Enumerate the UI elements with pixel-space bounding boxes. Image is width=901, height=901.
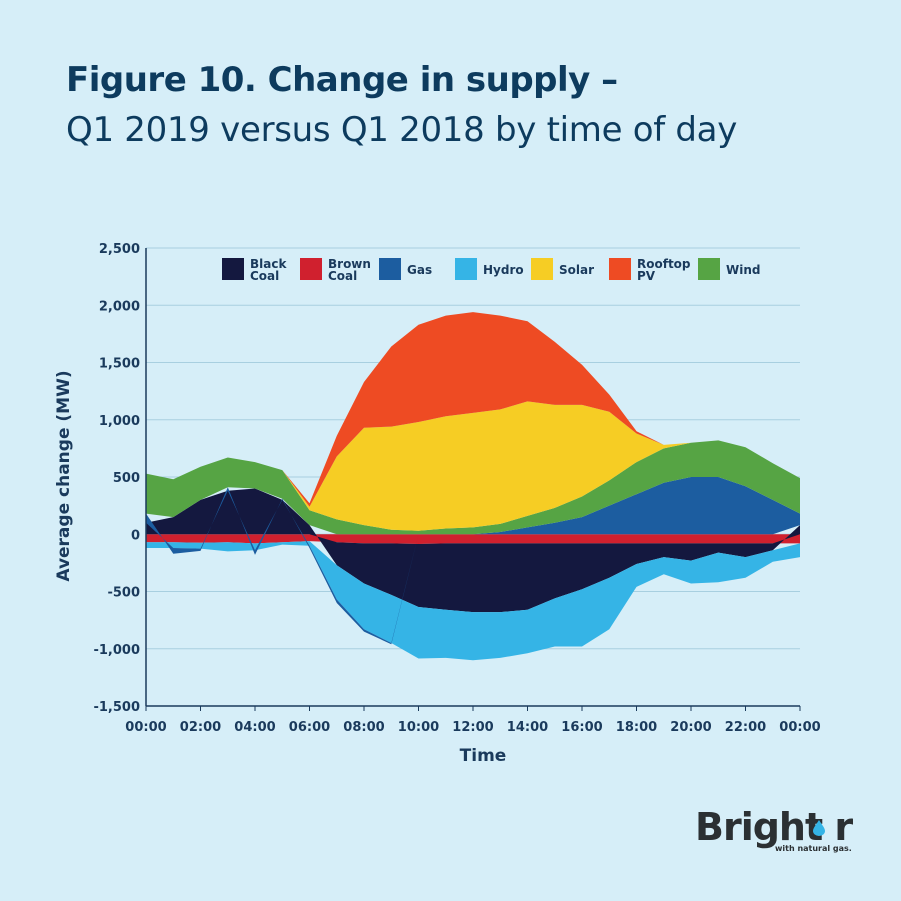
area-rooftop-pv bbox=[146, 312, 800, 507]
area-solar bbox=[146, 401, 800, 531]
legend: Black Coal Brown Coal Gas Hydro Solar Rooftop PV… bbox=[222, 257, 760, 283]
y-tick-label: 2,500 bbox=[99, 242, 140, 257]
axis-layer: 2,500 2,000 1,500 1,000 500 0 -500 -1,000 -1,500… bbox=[93, 242, 820, 735]
legend-swatch bbox=[379, 258, 401, 280]
water-drop-icon bbox=[813, 820, 825, 836]
legend-swatch bbox=[300, 258, 322, 280]
area-hydro bbox=[146, 541, 800, 661]
area-brown-coal bbox=[146, 534, 800, 544]
page-subtitle: Q1 2019 versus Q1 2018 by time of day bbox=[66, 110, 738, 150]
legend-item: Brown Coal bbox=[300, 257, 371, 283]
x-tick-label: 04:00 bbox=[234, 720, 275, 735]
bright-logo: Bright r with natural gas. bbox=[695, 808, 855, 858]
legend-swatch bbox=[455, 258, 477, 280]
area-wind bbox=[146, 440, 800, 535]
legend-label: Black Coal bbox=[250, 257, 287, 283]
legend-label: Hydro bbox=[483, 263, 524, 277]
y-tick-label: 0 bbox=[131, 528, 140, 543]
x-tick-label: 22:00 bbox=[725, 720, 766, 735]
legend-item: Rooftop PV bbox=[609, 257, 691, 283]
y-tick-label: -1,500 bbox=[93, 700, 140, 715]
legend-swatch bbox=[698, 258, 720, 280]
legend-label: Rooftop PV bbox=[637, 257, 691, 283]
y-tick-label: 500 bbox=[113, 471, 140, 486]
legend-item: Solar bbox=[531, 258, 594, 280]
area-black-coal bbox=[146, 488, 800, 613]
y-tick-label: -500 bbox=[107, 586, 140, 601]
y-tick-label: 1,500 bbox=[99, 357, 140, 372]
legend-label: Solar bbox=[559, 263, 594, 277]
x-tick-label: 14:00 bbox=[507, 720, 548, 735]
x-tick-label: 12:00 bbox=[452, 720, 493, 735]
legend-label: Brown Coal bbox=[328, 257, 371, 283]
x-tick-label: 18:00 bbox=[616, 720, 657, 735]
legend-swatch bbox=[531, 258, 553, 280]
x-tick-label: 06:00 bbox=[289, 720, 330, 735]
area-gas bbox=[146, 477, 800, 645]
x-tick-label: 10:00 bbox=[398, 720, 439, 735]
legend-item: Gas bbox=[379, 258, 432, 280]
x-tick-label: 00:00 bbox=[779, 720, 820, 735]
legend-swatch bbox=[609, 258, 631, 280]
logo-tagline: with natural gas. bbox=[775, 844, 852, 853]
area-layer bbox=[146, 312, 800, 661]
x-tick-label: 20:00 bbox=[670, 720, 711, 735]
x-tick-label: 16:00 bbox=[561, 720, 602, 735]
legend-item: Black Coal bbox=[222, 257, 287, 283]
legend-swatch bbox=[222, 258, 244, 280]
legend-item: Wind bbox=[698, 258, 760, 280]
page-title: Figure 10. Change in supply – bbox=[66, 60, 618, 100]
x-axis-title: Time bbox=[460, 746, 507, 766]
y-tick-label: 1,000 bbox=[99, 414, 140, 429]
legend-item: Hydro bbox=[455, 258, 524, 280]
legend-label: Wind bbox=[726, 263, 760, 277]
y-axis-title: Average change (MW) bbox=[54, 370, 74, 581]
y-tick-label: -1,000 bbox=[93, 643, 140, 658]
x-tick-label: 08:00 bbox=[343, 720, 384, 735]
logo-wordmark: Bright r bbox=[695, 805, 853, 849]
x-tick-label: 00:00 bbox=[125, 720, 166, 735]
legend-label: Gas bbox=[407, 263, 432, 277]
y-tick-label: 2,000 bbox=[99, 299, 140, 314]
x-tick-label: 02:00 bbox=[180, 720, 221, 735]
